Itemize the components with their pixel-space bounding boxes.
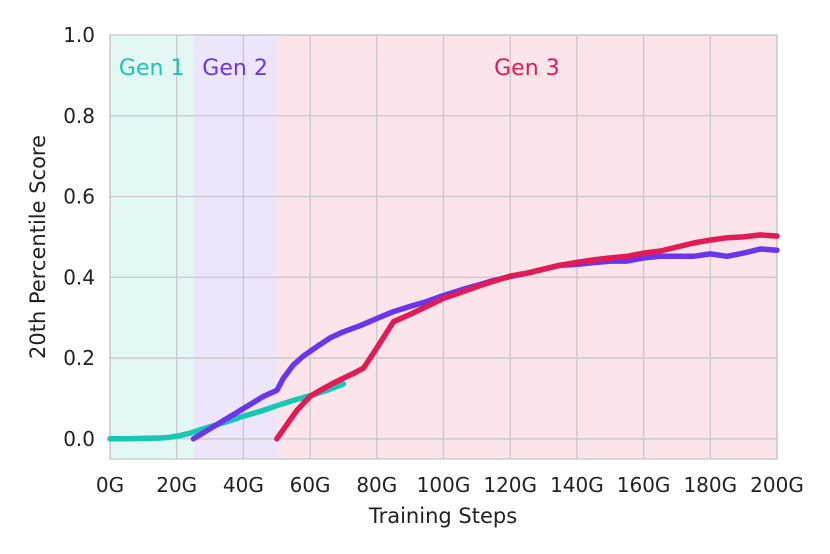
region-label-1: Gen 1 <box>119 56 185 81</box>
x-tick-label: 80G <box>356 473 397 497</box>
x-tick-label: 0G <box>96 473 124 497</box>
y-tick-label: 0.6 <box>63 185 95 209</box>
x-tick-label: 40G <box>223 473 264 497</box>
region-label-3: Gen 3 <box>494 56 560 81</box>
region-label-2: Gen 2 <box>202 56 268 81</box>
region-3 <box>276 35 777 459</box>
plot-frame <box>109 34 778 460</box>
x-axis-label: Training Steps <box>368 504 517 528</box>
x-tick-label: 20G <box>156 473 197 497</box>
y-axis-ticks: 0.0 0.2 0.4 0.6 0.8 1.0 <box>63 23 95 451</box>
x-tick-label: 120G <box>483 473 537 497</box>
y-tick-label: 0.4 <box>63 265 95 289</box>
region-2 <box>193 35 277 459</box>
y-tick-label: 1.0 <box>63 23 95 47</box>
series-line-3 <box>274 232 780 442</box>
x-tick-label: 100G <box>417 473 471 497</box>
x-axis-ticks: 0G 20G 40G 60G 80G 100G 120G 140G 160G 180G 200G <box>96 473 804 497</box>
x-tick-label: 140G <box>550 473 604 497</box>
x-tick-label: 200G <box>750 473 804 497</box>
generation-regions <box>110 35 777 459</box>
y-axis-label: 20th Percentile Score <box>26 135 50 359</box>
y-tick-label: 0.0 <box>63 427 95 451</box>
x-tick-label: 180G <box>683 473 737 497</box>
grid-lines <box>109 34 778 460</box>
y-tick-label: 0.2 <box>63 346 95 370</box>
region-labels: Gen 1 Gen 2 Gen 3 <box>119 56 560 81</box>
x-tick-label: 160G <box>617 473 671 497</box>
region-1 <box>110 35 194 459</box>
x-tick-label: 60G <box>290 473 331 497</box>
series-lines <box>107 232 780 442</box>
y-tick-label: 0.8 <box>63 104 95 128</box>
